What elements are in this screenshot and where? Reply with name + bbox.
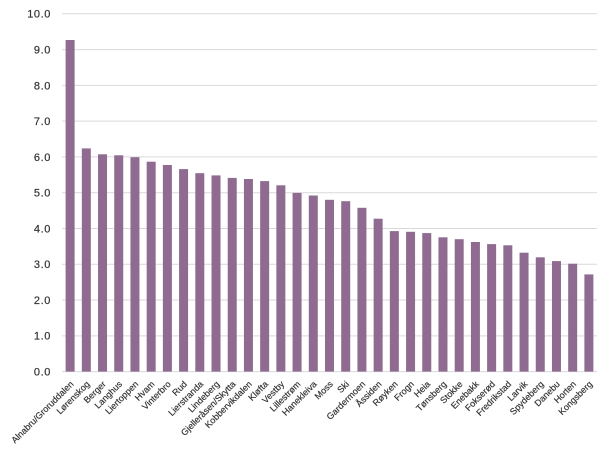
- svg-text:3.0: 3.0: [34, 259, 51, 271]
- svg-text:5.0: 5.0: [34, 188, 51, 200]
- svg-text:10.0: 10.0: [27, 9, 51, 21]
- svg-text:0.0: 0.0: [34, 367, 51, 379]
- svg-text:2.0: 2.0: [34, 295, 51, 307]
- svg-text:6.0: 6.0: [34, 152, 51, 164]
- svg-text:1.0: 1.0: [34, 331, 51, 343]
- svg-text:8.0: 8.0: [34, 80, 51, 92]
- svg-text:4.0: 4.0: [34, 223, 51, 235]
- svg-text:7.0: 7.0: [34, 116, 51, 128]
- svg-text:9.0: 9.0: [34, 44, 51, 56]
